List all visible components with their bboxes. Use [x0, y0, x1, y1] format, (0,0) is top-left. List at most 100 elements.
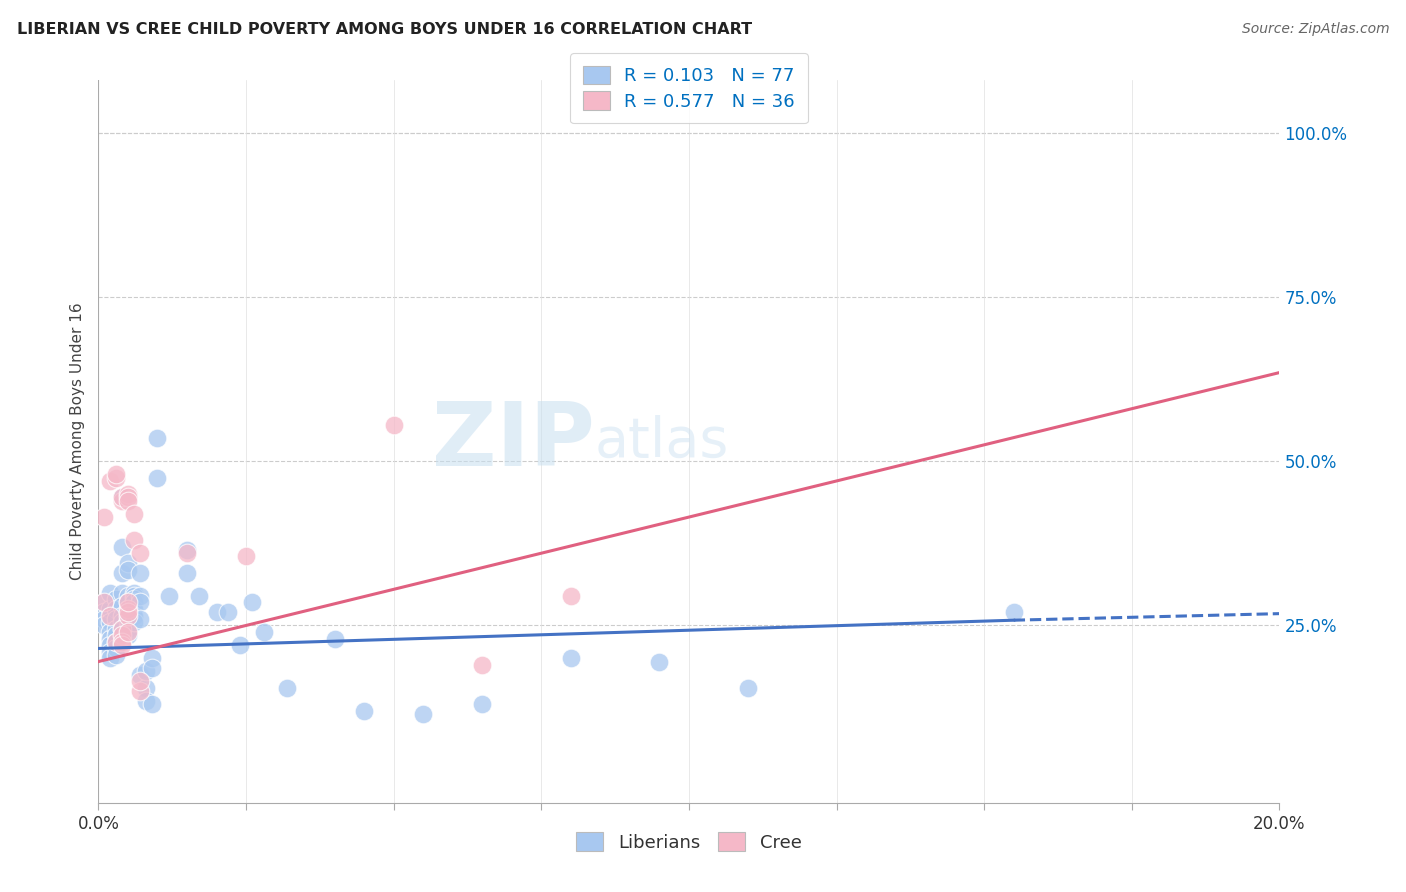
Point	[117, 563, 139, 577]
Text: ZIP: ZIP	[432, 398, 595, 485]
Point	[122, 602, 145, 616]
Point	[93, 618, 115, 632]
Point	[98, 615, 121, 630]
Point	[111, 491, 134, 505]
Point	[122, 585, 145, 599]
Point	[122, 592, 145, 607]
Point	[560, 651, 582, 665]
Point	[117, 493, 139, 508]
Text: atlas: atlas	[595, 415, 728, 468]
Point	[187, 589, 209, 603]
Point	[176, 566, 198, 580]
Point	[323, 632, 346, 646]
Point	[128, 546, 150, 560]
Point	[93, 595, 115, 609]
Point	[253, 625, 276, 640]
Point	[98, 638, 121, 652]
Point	[93, 612, 115, 626]
Point	[122, 589, 145, 603]
Point	[105, 471, 128, 485]
Point	[117, 595, 139, 609]
Point	[111, 628, 134, 642]
Point	[105, 635, 128, 649]
Point	[128, 684, 150, 698]
Point	[117, 608, 139, 623]
Point	[128, 612, 150, 626]
Point	[93, 595, 115, 609]
Point	[122, 533, 145, 547]
Point	[135, 665, 157, 679]
Point	[98, 602, 121, 616]
Point	[128, 589, 150, 603]
Point	[105, 641, 128, 656]
Point	[111, 585, 134, 599]
Point	[111, 635, 134, 649]
Point	[105, 635, 128, 649]
Point	[122, 595, 145, 609]
Point	[111, 622, 134, 636]
Point	[1002, 605, 1025, 619]
Point	[146, 431, 169, 445]
Point	[117, 556, 139, 570]
Point	[111, 615, 134, 630]
Point	[111, 599, 134, 613]
Point	[135, 681, 157, 695]
Point	[111, 608, 134, 623]
Point	[105, 467, 128, 482]
Point	[176, 546, 198, 560]
Point	[117, 602, 139, 616]
Point	[111, 493, 134, 508]
Point	[276, 681, 298, 695]
Text: LIBERIAN VS CREE CHILD POVERTY AMONG BOYS UNDER 16 CORRELATION CHART: LIBERIAN VS CREE CHILD POVERTY AMONG BOY…	[17, 22, 752, 37]
Text: Source: ZipAtlas.com: Source: ZipAtlas.com	[1241, 22, 1389, 37]
Point	[117, 608, 139, 623]
Point	[117, 605, 139, 619]
Legend: Liberians, Cree: Liberians, Cree	[569, 825, 808, 859]
Point	[105, 622, 128, 636]
Point	[117, 625, 139, 640]
Point	[412, 707, 434, 722]
Point	[98, 585, 121, 599]
Point	[105, 612, 128, 626]
Point	[157, 589, 180, 603]
Point	[98, 474, 121, 488]
Point	[117, 602, 139, 616]
Point	[229, 638, 252, 652]
Point	[117, 491, 139, 505]
Point	[648, 655, 671, 669]
Point	[737, 681, 759, 695]
Point	[98, 645, 121, 659]
Point	[382, 418, 405, 433]
Point	[353, 704, 375, 718]
Point	[122, 507, 145, 521]
Point	[471, 698, 494, 712]
Point	[240, 595, 263, 609]
Point	[117, 615, 139, 630]
Point	[128, 595, 150, 609]
Point	[111, 566, 134, 580]
Point	[98, 608, 121, 623]
Point	[111, 622, 134, 636]
Point	[141, 698, 163, 712]
Point	[105, 628, 128, 642]
Point	[141, 661, 163, 675]
Point	[105, 602, 128, 616]
Point	[560, 589, 582, 603]
Point	[93, 510, 115, 524]
Point	[176, 542, 198, 557]
Point	[141, 651, 163, 665]
Point	[117, 595, 139, 609]
Point	[98, 632, 121, 646]
Point	[111, 638, 134, 652]
Point	[111, 491, 134, 505]
Point	[122, 608, 145, 623]
Point	[471, 657, 494, 672]
Point	[98, 625, 121, 640]
Y-axis label: Child Poverty Among Boys Under 16: Child Poverty Among Boys Under 16	[69, 302, 84, 581]
Point	[146, 471, 169, 485]
Point	[128, 566, 150, 580]
Point	[117, 487, 139, 501]
Point	[111, 540, 134, 554]
Point	[105, 592, 128, 607]
Point	[128, 674, 150, 689]
